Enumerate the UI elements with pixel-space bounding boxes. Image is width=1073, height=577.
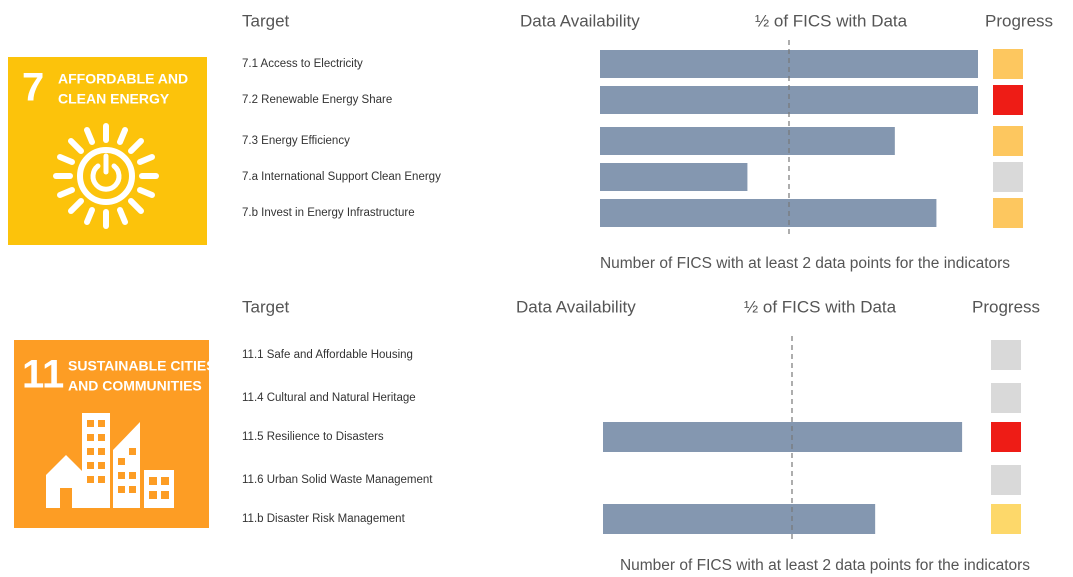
goal-number: 7 <box>22 66 44 110</box>
progress-indicator <box>991 383 1021 413</box>
target-label: 11.6 Urban Solid Waste Management <box>242 474 433 486</box>
progress-indicator <box>991 504 1021 534</box>
column-header: Data Availability <box>520 11 640 30</box>
column-header: Progress <box>985 11 1053 30</box>
progress-indicator <box>993 49 1023 79</box>
progress-indicator <box>993 162 1023 192</box>
energy-icon <box>53 123 159 229</box>
bar <box>600 163 748 191</box>
column-header: Progress <box>972 297 1040 316</box>
target-label: 7.3 Energy Efficiency <box>242 135 350 147</box>
city-windows <box>60 420 169 508</box>
bar <box>600 86 978 114</box>
bar <box>600 127 895 155</box>
target-label: 11.1 Safe and Affordable Housing <box>242 349 413 361</box>
target-label: 7.b Invest in Energy Infrastructure <box>242 207 415 219</box>
bar <box>600 50 978 78</box>
x-axis-label: Number of FICS with at least 2 data poin… <box>620 557 1030 574</box>
target-label: 7.a International Support Clean Energy <box>242 171 441 183</box>
column-header: Data Availability <box>516 297 636 316</box>
goal-title: SUSTAINABLE CITIES <box>68 358 216 374</box>
target-label: 11.4 Cultural and Natural Heritage <box>242 392 416 404</box>
target-label: 11.b Disaster Risk Management <box>242 513 406 525</box>
bar <box>600 199 937 227</box>
column-header: ½ of FICS with Data <box>755 11 908 30</box>
column-header: Target <box>242 11 290 30</box>
progress-indicator <box>993 85 1023 115</box>
column-header: ½ of FICS with Data <box>744 297 897 316</box>
target-label: 11.5 Resilience to Disasters <box>242 431 384 443</box>
progress-indicator <box>991 422 1021 452</box>
target-label: 7.1 Access to Electricity <box>242 58 363 70</box>
progress-indicator <box>993 198 1023 228</box>
progress-indicator <box>991 340 1021 370</box>
progress-indicator <box>991 465 1021 495</box>
bar <box>603 422 963 452</box>
goal-title: AFFORDABLE AND <box>58 71 188 87</box>
city-icon <box>46 413 174 508</box>
target-label: 7.2 Renewable Energy Share <box>242 94 392 106</box>
bar <box>603 504 876 534</box>
goal-title: CLEAN ENERGY <box>58 91 170 107</box>
progress-indicator <box>993 126 1023 156</box>
goal-number: 11 <box>22 353 64 397</box>
x-axis-label: Number of FICS with at least 2 data poin… <box>600 255 1010 272</box>
column-header: Target <box>242 297 290 316</box>
goal-title: AND COMMUNITIES <box>68 378 202 394</box>
